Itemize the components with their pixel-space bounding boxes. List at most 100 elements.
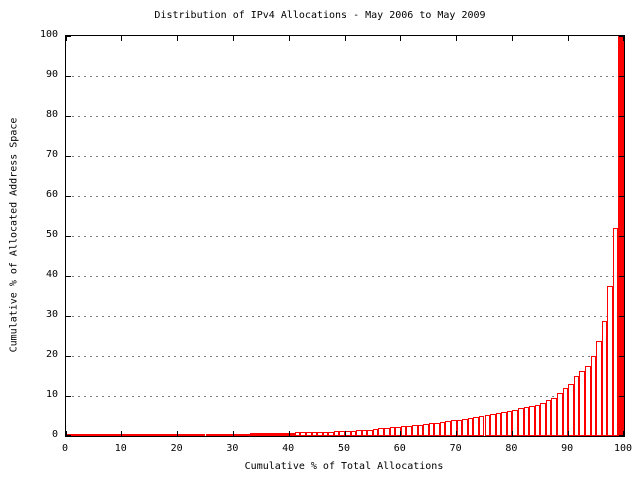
bar bbox=[356, 430, 362, 436]
bar bbox=[495, 412, 502, 436]
y-tick-label: 30 bbox=[45, 309, 58, 320]
bar bbox=[93, 434, 100, 436]
gridline bbox=[66, 75, 624, 77]
bar bbox=[417, 424, 424, 436]
axis-tick bbox=[232, 36, 234, 41]
bar bbox=[612, 228, 619, 436]
x-tick-label: 100 bbox=[613, 443, 633, 454]
bar bbox=[305, 432, 312, 436]
bar bbox=[333, 431, 340, 436]
bar bbox=[423, 424, 429, 436]
bar bbox=[300, 432, 306, 436]
bar bbox=[590, 356, 597, 436]
axis-tick bbox=[400, 431, 402, 436]
x-tick-label: 70 bbox=[449, 443, 462, 454]
x-tick-label: 50 bbox=[337, 443, 351, 454]
bar bbox=[77, 434, 83, 436]
bar bbox=[88, 434, 94, 436]
bar bbox=[289, 432, 295, 436]
axis-tick bbox=[177, 36, 179, 41]
bar bbox=[99, 434, 106, 436]
bar bbox=[144, 434, 150, 436]
bar bbox=[311, 432, 318, 436]
bar bbox=[478, 416, 485, 436]
bar bbox=[71, 434, 78, 436]
bar bbox=[517, 408, 524, 436]
bar bbox=[322, 431, 329, 436]
axis-tick bbox=[400, 36, 402, 41]
axis-tick bbox=[66, 431, 67, 436]
axis-tick bbox=[619, 435, 624, 436]
bar bbox=[82, 434, 89, 436]
axis-tick bbox=[619, 195, 624, 197]
bar bbox=[540, 403, 546, 436]
axis-tick bbox=[511, 36, 513, 41]
axis-tick bbox=[177, 431, 179, 436]
bar bbox=[501, 411, 507, 436]
axis-tick bbox=[66, 115, 71, 117]
axis-tick bbox=[619, 315, 624, 317]
y-tick-label: 0 bbox=[51, 429, 58, 440]
gridline bbox=[66, 395, 624, 397]
axis-tick bbox=[66, 36, 71, 37]
bar bbox=[177, 434, 184, 436]
bar bbox=[278, 432, 284, 436]
bar bbox=[261, 433, 267, 436]
bar bbox=[183, 434, 189, 436]
axis-tick bbox=[344, 36, 346, 41]
bar bbox=[568, 384, 574, 436]
axis-tick bbox=[66, 36, 67, 41]
plot-area bbox=[65, 35, 625, 437]
axis-tick bbox=[623, 431, 624, 436]
bar bbox=[434, 422, 440, 436]
axis-tick bbox=[66, 395, 71, 397]
axis-tick bbox=[66, 435, 71, 436]
axis-tick bbox=[66, 155, 71, 157]
axis-tick bbox=[619, 36, 624, 37]
bar bbox=[445, 421, 452, 436]
y-tick-label: 50 bbox=[45, 229, 58, 240]
gridline bbox=[66, 355, 624, 357]
gridline bbox=[66, 195, 624, 197]
bar bbox=[534, 404, 541, 436]
bar bbox=[121, 434, 128, 436]
gridline bbox=[66, 115, 624, 117]
bar bbox=[317, 431, 323, 436]
axis-tick bbox=[619, 75, 624, 77]
bar bbox=[105, 434, 111, 436]
x-tick-label: 90 bbox=[561, 443, 574, 454]
bar bbox=[149, 434, 156, 436]
bar bbox=[411, 425, 418, 436]
y-tick-label: 20 bbox=[45, 349, 58, 360]
axis-tick bbox=[456, 36, 458, 41]
x-tick-label: 20 bbox=[170, 443, 183, 454]
bar bbox=[428, 423, 435, 436]
bar bbox=[216, 433, 223, 436]
bar bbox=[283, 432, 290, 436]
bar bbox=[172, 434, 178, 436]
gridline bbox=[66, 315, 624, 317]
bar bbox=[596, 341, 602, 436]
axis-tick bbox=[456, 431, 458, 436]
bar bbox=[160, 434, 167, 436]
x-tick-label: 30 bbox=[226, 443, 239, 454]
bar bbox=[557, 393, 563, 436]
axis-tick bbox=[619, 155, 624, 157]
y-tick-label: 60 bbox=[45, 189, 58, 200]
gridline bbox=[66, 275, 624, 277]
bar bbox=[384, 427, 390, 436]
bar bbox=[406, 425, 412, 436]
axis-tick bbox=[288, 36, 290, 41]
bar bbox=[255, 433, 262, 436]
bar bbox=[272, 433, 279, 436]
axis-tick bbox=[619, 395, 624, 397]
axis-tick bbox=[511, 431, 513, 436]
axis-tick bbox=[121, 431, 123, 436]
bar bbox=[194, 434, 200, 436]
bar bbox=[439, 421, 446, 436]
axis-tick bbox=[623, 36, 624, 41]
bar bbox=[155, 434, 161, 436]
axis-tick bbox=[121, 36, 123, 41]
bar bbox=[451, 420, 457, 436]
